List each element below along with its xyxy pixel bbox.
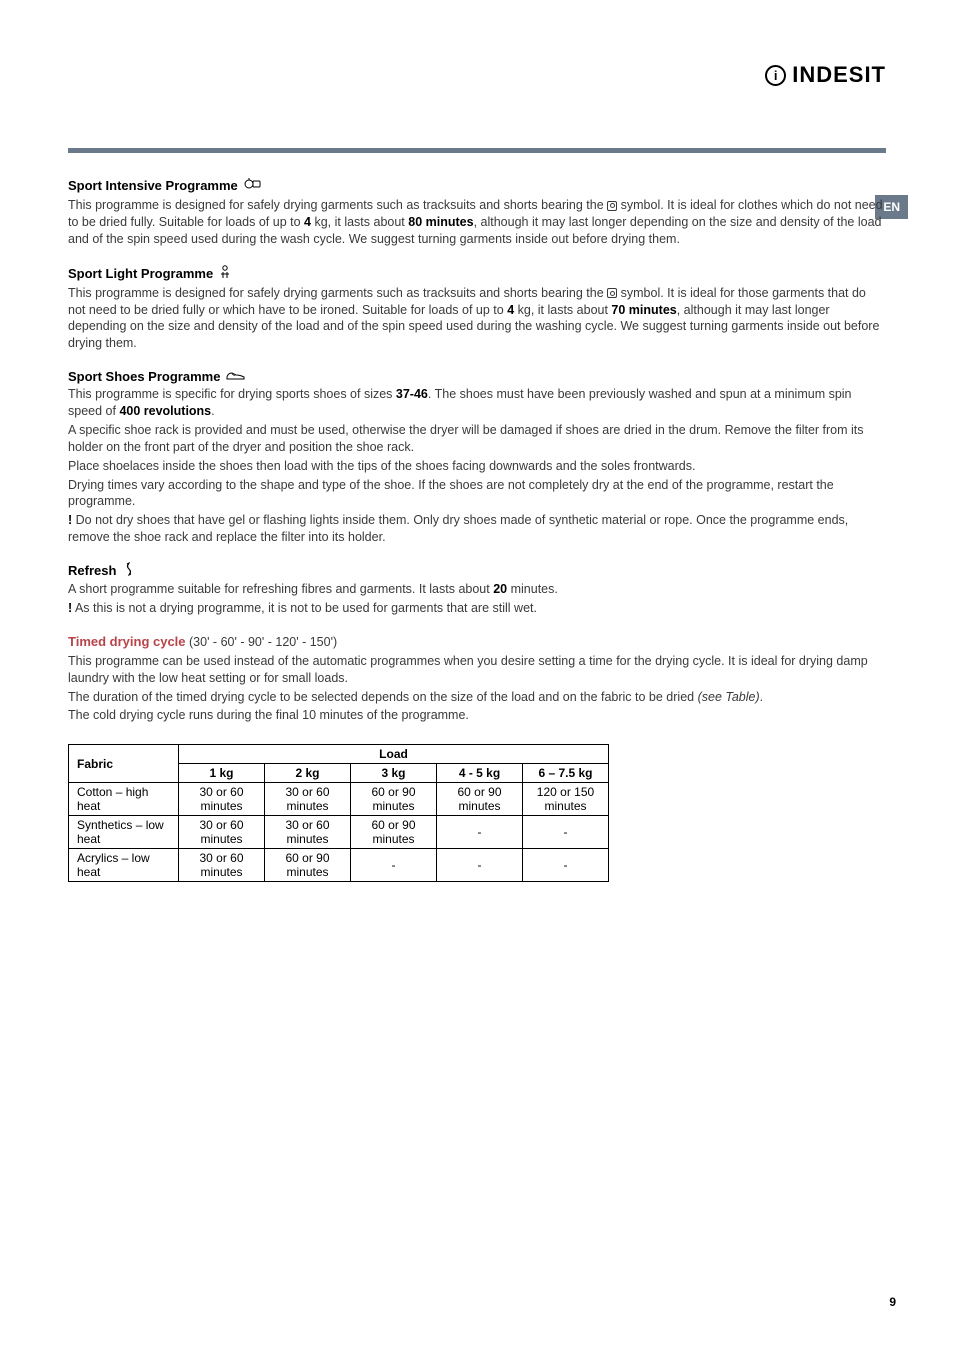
table-row: Synthetics – low heat 30 or 60 minutes 3… (69, 816, 609, 849)
table-cell: 60 or 90 minutes (437, 783, 523, 816)
brand-logo: i INDESIT (765, 62, 886, 88)
text-segment: The duration of the timed drying cycle t… (68, 690, 698, 704)
table-cell: - (351, 849, 437, 882)
sport-shoes-p3: Place shoelaces inside the shoes then lo… (68, 458, 886, 475)
text-segment: kg, it lasts about (311, 215, 408, 229)
see-table-ref: (see Table) (698, 690, 760, 704)
section-title-text: Sport Shoes Programme (68, 369, 220, 384)
fabric-cell: Acrylics – low heat (69, 849, 179, 882)
table-cell: 120 or 150 minutes (523, 783, 609, 816)
fabric-cell: Synthetics – low heat (69, 816, 179, 849)
table-header-row: Fabric Load (69, 745, 609, 764)
col-header: 1 kg (179, 764, 265, 783)
text-segment: . (211, 404, 214, 418)
table-cell: 30 or 60 minutes (265, 783, 351, 816)
table-row: Cotton – high heat 30 or 60 minutes 30 o… (69, 783, 609, 816)
drying-times-table: Fabric Load 1 kg 2 kg 3 kg 4 - 5 kg 6 – … (68, 744, 609, 882)
section-title-text: Sport Light Programme (68, 266, 213, 281)
sport-intensive-body: This programme is designed for safely dr… (68, 197, 886, 248)
table-cell: 30 or 60 minutes (179, 816, 265, 849)
load-value: 4 (304, 215, 311, 229)
sport-shoes-p2: A specific shoe rack is provided and mus… (68, 422, 886, 456)
table-cell: 60 or 90 minutes (351, 816, 437, 849)
sport-light-icon (219, 264, 237, 283)
tumble-dry-icon (607, 201, 617, 211)
timed-title-suffix: (30' - 60' - 90' - 120' - 150') (186, 635, 338, 649)
section-title-text: Sport Intensive Programme (68, 178, 238, 193)
drying-table-wrap: Fabric Load 1 kg 2 kg 3 kg 4 - 5 kg 6 – … (68, 744, 886, 882)
table-cell: 60 or 90 minutes (351, 783, 437, 816)
fabric-column-header: Fabric (69, 745, 179, 783)
logo-text: INDESIT (792, 62, 886, 88)
section-title-text: Refresh (68, 563, 116, 578)
table-cell: - (523, 849, 609, 882)
sport-intensive-title: Sport Intensive Programme (68, 176, 886, 195)
duration-value: 80 minutes (408, 215, 473, 229)
sport-light-title: Sport Light Programme (68, 264, 886, 283)
refresh-warning: ! As this is not a drying programme, it … (68, 600, 886, 617)
logo-circle-icon: i (765, 65, 786, 86)
refresh-icon (122, 562, 136, 579)
col-header: 4 - 5 kg (437, 764, 523, 783)
sport-shoes-warning: ! Do not dry shoes that have gel or flas… (68, 512, 886, 546)
table-cell: - (437, 816, 523, 849)
table-cell: 60 or 90 minutes (265, 849, 351, 882)
col-header: 6 – 7.5 kg (523, 764, 609, 783)
text-segment: This programme is designed for safely dr… (68, 286, 607, 300)
timed-p3: The cold drying cycle runs during the fi… (68, 707, 886, 724)
table-cell: 30 or 60 minutes (179, 849, 265, 882)
revs-value: 400 revolutions (119, 404, 211, 418)
fabric-cell: Cotton – high heat (69, 783, 179, 816)
text-segment: This programme is specific for drying sp… (68, 387, 396, 401)
col-header: 2 kg (265, 764, 351, 783)
text-segment: Do not dry shoes that have gel or flashi… (68, 513, 848, 544)
table-row: Acrylics – low heat 30 or 60 minutes 60 … (69, 849, 609, 882)
header-divider (68, 148, 886, 153)
timed-p1: This programme can be used instead of th… (68, 653, 886, 687)
page-number: 9 (889, 1295, 896, 1309)
table-cell: - (437, 849, 523, 882)
table-cell: - (523, 816, 609, 849)
text-segment: minutes. (507, 582, 558, 596)
sport-shoes-body: This programme is specific for drying sp… (68, 386, 886, 420)
refresh-title: Refresh (68, 562, 886, 579)
text-segment: A short programme suitable for refreshin… (68, 582, 493, 596)
sport-shoes-title: Sport Shoes Programme (68, 368, 886, 384)
load-column-header: Load (179, 745, 609, 764)
text-segment: kg, it lasts about (514, 303, 611, 317)
timed-title: Timed drying cycle (68, 634, 186, 649)
sport-light-body: This programme is designed for safely dr… (68, 285, 886, 353)
text-segment: . (760, 690, 763, 704)
timed-p2: The duration of the timed drying cycle t… (68, 689, 886, 706)
duration-value: 70 minutes (611, 303, 676, 317)
timed-title-row: Timed drying cycle (30' - 60' - 90' - 12… (68, 633, 886, 651)
sport-intensive-icon (244, 176, 262, 195)
text-segment: As this is not a drying programme, it is… (72, 601, 537, 615)
table-cell: 30 or 60 minutes (179, 783, 265, 816)
sport-shoes-icon (226, 368, 246, 384)
table-cell: 30 or 60 minutes (265, 816, 351, 849)
refresh-body: A short programme suitable for refreshin… (68, 581, 886, 598)
duration-value: 20 (493, 582, 507, 596)
tumble-dry-icon (607, 288, 617, 298)
text-segment: This programme is designed for safely dr… (68, 198, 607, 212)
page-content: Sport Intensive Programme This programme… (68, 176, 886, 882)
sizes-value: 37-46 (396, 387, 428, 401)
sport-shoes-p4: Drying times vary according to the shape… (68, 477, 886, 511)
col-header: 3 kg (351, 764, 437, 783)
